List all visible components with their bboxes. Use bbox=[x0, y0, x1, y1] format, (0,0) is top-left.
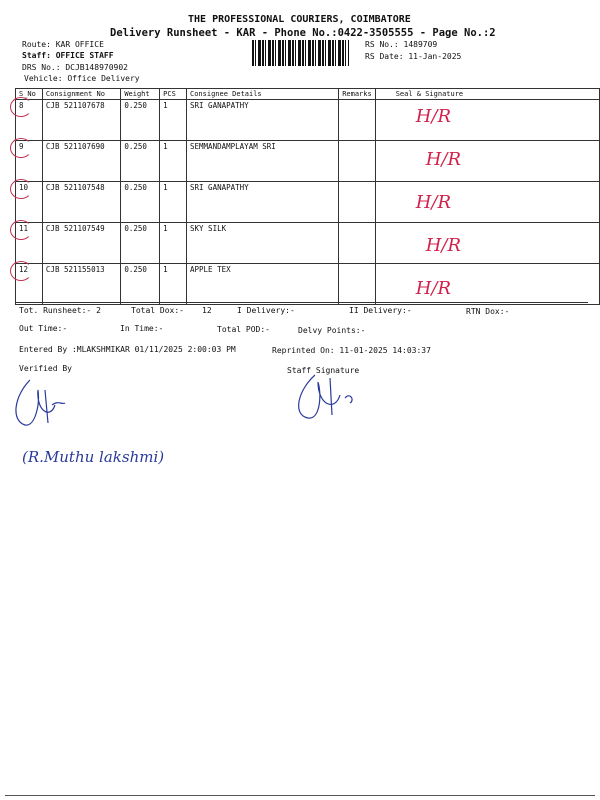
weight: 0.250 bbox=[120, 263, 161, 305]
col-remarks: Remarks bbox=[338, 88, 376, 100]
remarks bbox=[338, 99, 376, 141]
remarks bbox=[338, 140, 376, 182]
reprinted-on: Reprinted On: 11-01-2025 14:03:37 bbox=[272, 346, 431, 355]
entered-by: Entered By :MLAKSHMIKAR 01/11/2025 2:00:… bbox=[19, 345, 236, 354]
out-time: Out Time:- bbox=[19, 324, 68, 333]
consignment-no: CJB 521107690 bbox=[41, 140, 122, 182]
route: Route: KAR OFFICE bbox=[22, 40, 104, 49]
bottom-rule bbox=[5, 795, 595, 796]
pcs: 1 bbox=[159, 222, 187, 264]
handwritten-seal: H/R bbox=[415, 106, 452, 127]
col-consignment: Consignment No bbox=[41, 88, 122, 100]
i-delivery: I Delivery:- bbox=[237, 306, 295, 315]
table-row: 8 CJB 521107678 0.250 1 SRI GANAPATHY H/R bbox=[15, 99, 600, 141]
in-time: In Time:- bbox=[120, 324, 164, 333]
remarks bbox=[338, 263, 376, 305]
seal-signature: H/R bbox=[374, 99, 600, 141]
consignment-table: S_No Consignment No Weight PCS Consignee… bbox=[15, 88, 600, 305]
weight: 0.250 bbox=[120, 99, 161, 141]
barcode bbox=[252, 40, 349, 66]
handwritten-name: (R.Muthu lakshmi) bbox=[22, 448, 165, 466]
ii-delivery: II Delivery:- bbox=[349, 306, 412, 315]
table-row: 11 CJB 521107549 0.250 1 SKY SILK H/R bbox=[15, 222, 600, 264]
vehicle: Vehicle: Office Delivery bbox=[24, 74, 140, 83]
drs-no: DRS No.: DCJB148970902 bbox=[22, 63, 128, 72]
consignee-details: SEMMANDAMPLAYAM SRI bbox=[185, 140, 340, 182]
seal-signature: H/R bbox=[374, 263, 600, 305]
tot-runsheet: Tot. Runsheet:- 2 bbox=[19, 306, 101, 315]
staff-signature-label: Staff Signature bbox=[287, 366, 360, 375]
consignment-no: CJB 521107678 bbox=[41, 99, 122, 141]
consignment-no: CJB 521107549 bbox=[41, 222, 122, 264]
remarks bbox=[338, 222, 376, 264]
total-dox-value: 12 bbox=[202, 306, 212, 315]
sno-circle-mark bbox=[10, 97, 32, 117]
consignee-details: APPLE TEX bbox=[185, 263, 340, 305]
sno-circle-mark bbox=[10, 179, 32, 199]
rs-date: RS Date: 11-Jan-2025 bbox=[365, 52, 462, 61]
col-weight: Weight bbox=[120, 88, 161, 100]
col-pcs: PCS bbox=[159, 88, 187, 100]
rs-no: RS No.: 1489709 bbox=[365, 40, 438, 49]
consignment-no: CJB 521107548 bbox=[41, 181, 122, 223]
staff-signature bbox=[298, 374, 353, 419]
pcs: 1 bbox=[159, 181, 187, 223]
table-row: 10 CJB 521107548 0.250 1 SRI GANAPATHY H/R bbox=[15, 181, 600, 223]
seal-signature: H/R bbox=[374, 222, 600, 264]
col-seal: Seal & Signature bbox=[374, 88, 600, 100]
sno-circle-mark bbox=[10, 138, 32, 158]
remarks bbox=[338, 181, 376, 223]
company-title: THE PROFESSIONAL COURIERS, COIMBATORE bbox=[188, 14, 411, 25]
handwritten-seal: H/R bbox=[415, 192, 452, 213]
table-row: 9 CJB 521107690 0.250 1 SEMMANDAMPLAYAM SRI H… bbox=[15, 140, 600, 182]
consignee-details: SKY SILK bbox=[185, 222, 340, 264]
weight: 0.250 bbox=[120, 140, 161, 182]
col-consignee: Consignee Details bbox=[185, 88, 340, 100]
consignee-details: SRI GANAPATHY bbox=[185, 181, 340, 223]
verified-by: Verified By bbox=[19, 364, 72, 373]
seal-signature: H/R bbox=[374, 181, 600, 223]
weight: 0.250 bbox=[120, 181, 161, 223]
weight: 0.250 bbox=[120, 222, 161, 264]
table-row: 12 CJB 521155013 0.250 1 APPLE TEX H/R bbox=[15, 263, 600, 305]
table-header: S_No Consignment No Weight PCS Consignee… bbox=[15, 88, 600, 100]
delvy-points: Delvy Points:- bbox=[298, 326, 366, 335]
consignee-details: SRI GANAPATHY bbox=[185, 99, 340, 141]
seal-signature: H/R bbox=[374, 140, 600, 182]
pcs: 1 bbox=[159, 140, 187, 182]
consignment-no: CJB 521155013 bbox=[41, 263, 122, 305]
handwritten-seal: H/R bbox=[425, 235, 462, 256]
sno-circle-mark bbox=[10, 261, 32, 281]
pcs: 1 bbox=[159, 263, 187, 305]
runsheet-subtitle: Delivery Runsheet - KAR - Phone No.:0422… bbox=[110, 27, 496, 39]
pcs: 1 bbox=[159, 99, 187, 141]
staff: Staff: OFFICE STAFF bbox=[22, 51, 114, 60]
handwritten-seal: H/R bbox=[425, 149, 462, 170]
total-dox-label: Total Dox:- bbox=[131, 306, 184, 315]
handwritten-seal: H/R bbox=[415, 278, 452, 299]
sno-circle-mark bbox=[10, 220, 32, 240]
total-pod: Total POD:- bbox=[217, 325, 270, 334]
verifier-signature bbox=[15, 379, 66, 426]
rtn-dox: RTN Dox:- bbox=[466, 307, 510, 316]
